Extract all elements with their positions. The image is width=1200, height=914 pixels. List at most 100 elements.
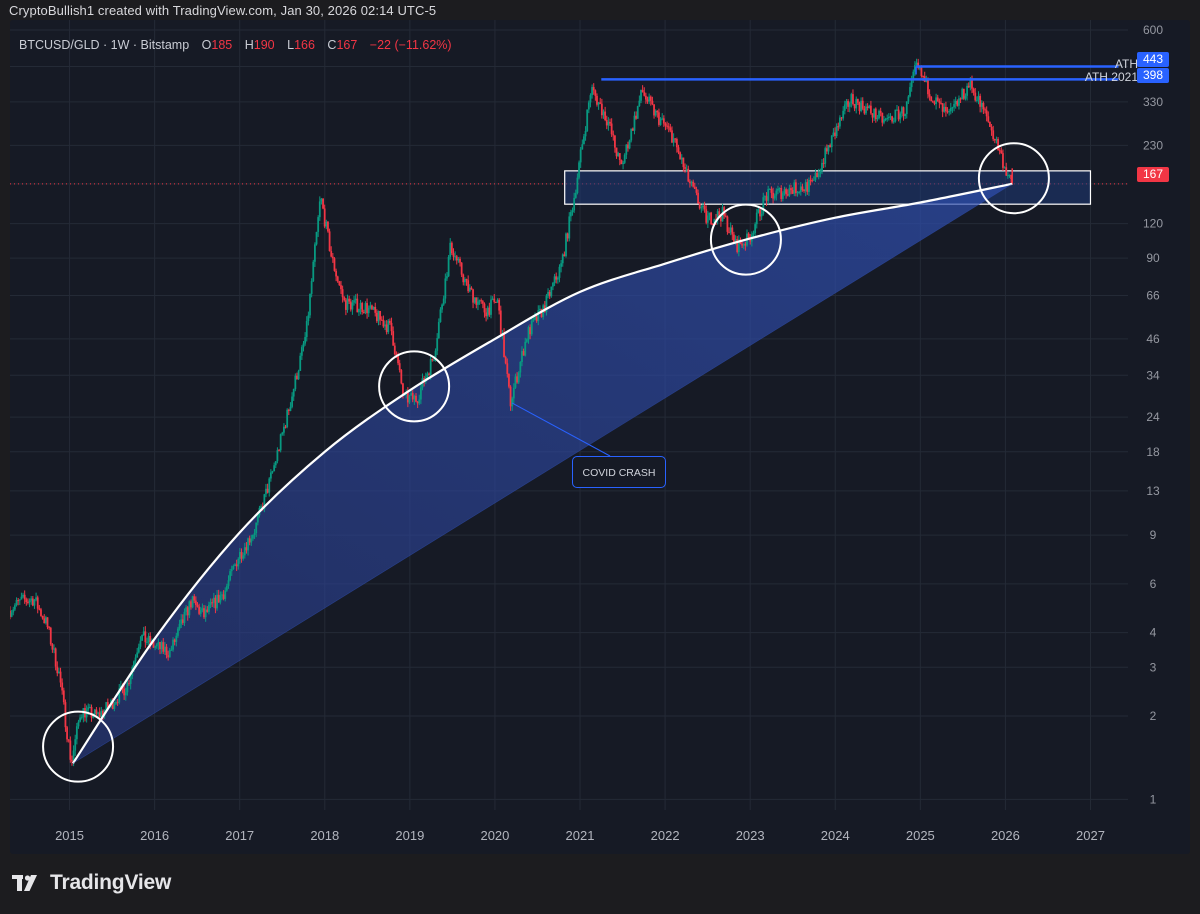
candle-body <box>759 209 761 217</box>
candle-body <box>822 162 825 164</box>
candle-body <box>416 401 419 404</box>
candle-body <box>628 140 631 149</box>
candle-body <box>237 558 240 567</box>
candle-body <box>208 604 210 612</box>
candle-body <box>454 256 457 258</box>
candle-body <box>669 127 672 131</box>
candle-body <box>741 243 743 246</box>
candle-body <box>604 111 607 121</box>
candle-body <box>418 399 421 404</box>
candle-body <box>900 107 903 114</box>
candle-body <box>248 538 251 543</box>
candle-body <box>886 117 889 119</box>
candle-body <box>953 104 955 108</box>
candle-body <box>825 148 828 152</box>
candle-body <box>426 373 429 378</box>
candle-body <box>294 375 297 390</box>
candle-body <box>406 391 409 403</box>
candle-body <box>943 106 946 112</box>
candle-body <box>387 320 390 333</box>
candle-body <box>190 601 192 608</box>
candle-body <box>618 153 621 160</box>
candle-body <box>286 409 289 428</box>
candle-body <box>278 450 280 452</box>
candle-body <box>941 103 944 112</box>
candle-body <box>97 712 99 714</box>
candle-body <box>100 710 103 718</box>
candle-body <box>304 337 307 344</box>
candle-body <box>998 150 1001 152</box>
candle-body <box>330 251 333 257</box>
candle-body <box>674 138 677 140</box>
candle-body <box>685 168 688 170</box>
candle-body <box>1000 150 1003 154</box>
candle-body <box>680 157 683 160</box>
covid-crash-annotation[interactable]: COVID CRASH <box>572 456 666 488</box>
symbol-name[interactable]: BTCUSD/GLD · 1W · Bitstamp <box>19 38 190 52</box>
candle-body <box>661 118 664 120</box>
tradingview-logo[interactable]: TradingView <box>12 871 171 895</box>
candle-body <box>356 298 359 313</box>
candle-body <box>38 608 41 610</box>
candle-body <box>235 564 238 567</box>
candle-body <box>338 281 341 286</box>
candle-body <box>147 636 150 643</box>
candle-body <box>524 341 527 356</box>
candle-body <box>930 96 933 102</box>
candle-body <box>102 710 104 716</box>
candle-body <box>124 692 127 696</box>
candle-body <box>116 701 119 703</box>
candle-body <box>547 292 549 296</box>
candle-body <box>263 494 266 509</box>
candle-body <box>302 343 305 348</box>
y-tick-label: 230 <box>1143 138 1163 152</box>
candle-body <box>719 216 722 222</box>
candle-body <box>359 303 362 309</box>
candle-body <box>452 253 455 257</box>
candle-body <box>162 642 165 652</box>
x-tick-label: 2020 <box>480 828 509 843</box>
candle-body <box>79 717 82 722</box>
candle-body <box>578 162 580 178</box>
candle-body <box>760 213 763 217</box>
candle-body <box>348 298 351 302</box>
y-tick-label: 330 <box>1143 95 1163 109</box>
candle-body <box>41 615 44 619</box>
high-label: H <box>244 38 254 52</box>
candle-body <box>106 702 109 708</box>
candle-body <box>664 123 667 126</box>
candle-body <box>543 305 546 312</box>
candle-body <box>914 65 916 72</box>
chart-area[interactable]: 1 2 3 4 6 9 13 18 24 34 46 66 90 120 230 330 600 2015 2016… <box>10 20 1190 854</box>
candle-body <box>444 278 447 299</box>
candle-body <box>808 180 810 192</box>
candle-body <box>17 600 20 602</box>
candle-body <box>799 186 802 192</box>
candle-body <box>737 239 740 253</box>
candle-body <box>229 571 232 581</box>
candle-body <box>240 552 243 559</box>
covid-connector <box>511 402 611 457</box>
candle-body <box>798 191 801 193</box>
candle-body <box>858 102 861 111</box>
close-label: C <box>327 38 337 52</box>
candle-body <box>951 107 954 109</box>
candle-body <box>320 198 323 202</box>
open-label: O <box>201 38 212 52</box>
candle-body <box>987 116 990 122</box>
candle-body <box>483 303 486 313</box>
candle-body <box>475 297 478 305</box>
candle-body <box>878 110 880 119</box>
candle-body <box>460 262 463 275</box>
candle-body <box>341 289 344 298</box>
candle-body <box>883 119 885 123</box>
candle-body <box>449 242 452 257</box>
candle-body <box>173 639 176 642</box>
candle-body <box>829 145 832 148</box>
candle-body <box>812 179 815 181</box>
candle-body <box>92 715 95 718</box>
candle-body <box>154 646 157 648</box>
candle-body <box>568 216 571 239</box>
candle-body <box>755 212 758 225</box>
